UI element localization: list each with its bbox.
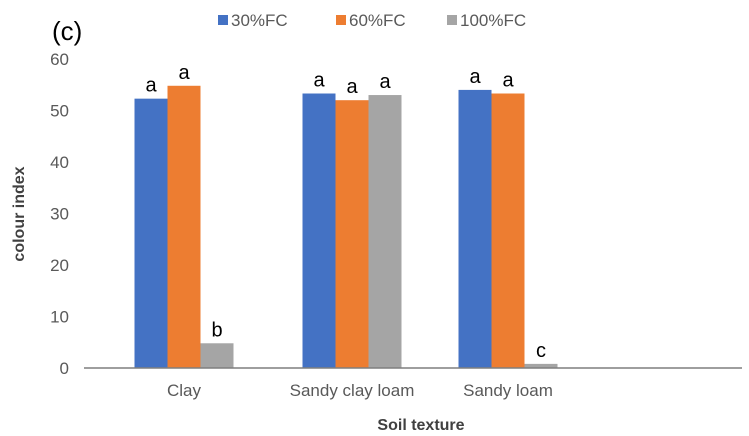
y-tick-label: 50: [50, 102, 69, 121]
legend-label: 60%FC: [349, 11, 406, 30]
y-tick-label: 30: [50, 205, 69, 224]
bar-30pctfc-clay: [134, 98, 168, 368]
legend-swatch: [336, 15, 346, 25]
significance-letter: a: [346, 76, 358, 98]
bar-100pctfc-clay: [200, 343, 234, 368]
y-axis: 0 10 20 30 40 50 60: [50, 50, 69, 378]
panel-label: (c): [52, 16, 82, 46]
legend-swatch: [218, 15, 228, 25]
x-category-label: Clay: [167, 381, 202, 400]
significance-letter: a: [313, 70, 325, 92]
y-tick-label: 20: [50, 256, 69, 275]
x-category-label: Sandy clay loam: [290, 381, 415, 400]
significance-letter: a: [469, 66, 481, 88]
y-tick-label: 60: [50, 50, 69, 69]
bar-60pctfc-sandy-clay-loam: [335, 100, 369, 368]
significance-letter: b: [211, 319, 222, 341]
bar-30pctfc-sandy-loam: [458, 89, 492, 369]
legend: 30%FC 60%FC 100%FC: [218, 11, 526, 30]
x-category-label: Sandy loam: [463, 381, 553, 400]
significance-letter: c: [536, 340, 546, 362]
bar-60pctfc-clay: [167, 85, 201, 368]
legend-swatch: [447, 15, 457, 25]
y-axis-title: colour index: [11, 166, 28, 261]
bar-100pctfc-sandy-clay-loam: [368, 95, 402, 369]
y-tick-label: 40: [50, 153, 69, 172]
x-axis-title: Soil texture: [377, 417, 464, 434]
bar-100pctfc-sandy-loam: [524, 363, 558, 368]
legend-label: 30%FC: [231, 11, 288, 30]
significance-letter: a: [379, 71, 391, 93]
x-axis: Clay Sandy clay loam Sandy loam: [84, 367, 742, 400]
significance-letter: a: [178, 62, 190, 84]
y-tick-label: 0: [60, 359, 69, 378]
y-tick-label: 10: [50, 308, 69, 327]
significance-letter: a: [145, 75, 157, 97]
bar-60pctfc-sandy-loam: [491, 93, 525, 368]
legend-label: 100%FC: [460, 11, 526, 30]
significance-letter: a: [502, 70, 514, 92]
bar-30pctfc-sandy-clay-loam: [302, 93, 336, 368]
